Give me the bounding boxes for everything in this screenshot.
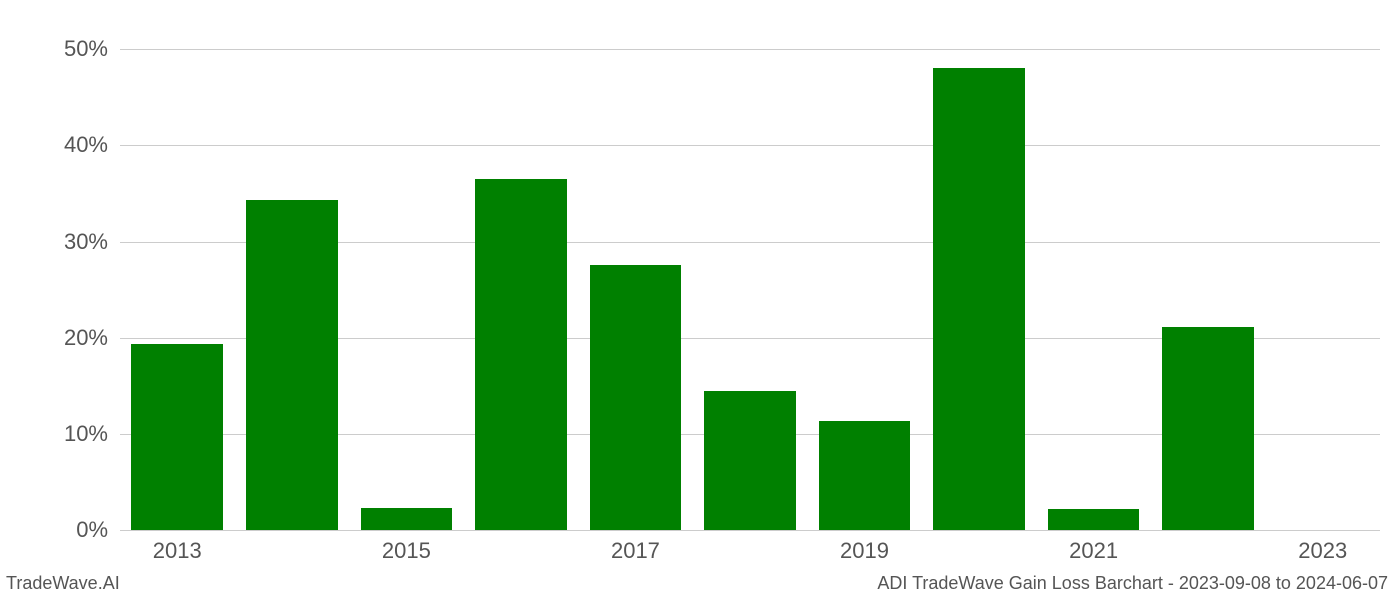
grid-line — [120, 49, 1380, 50]
bar — [704, 391, 796, 530]
y-tick-label: 40% — [0, 132, 108, 158]
y-tick-label: 30% — [0, 229, 108, 255]
bar — [246, 200, 338, 530]
x-axis-line — [120, 530, 1380, 531]
x-tick-label: 2015 — [382, 538, 431, 564]
bar — [590, 265, 682, 530]
y-tick-label: 20% — [0, 325, 108, 351]
x-tick-label: 2023 — [1298, 538, 1347, 564]
y-tick-label: 0% — [0, 517, 108, 543]
plot-area — [120, 30, 1380, 530]
bar — [1048, 509, 1140, 530]
x-tick-label: 2021 — [1069, 538, 1118, 564]
x-tick-label: 2013 — [153, 538, 202, 564]
bar — [361, 508, 453, 530]
footer-brand: TradeWave.AI — [6, 573, 120, 594]
bar — [1162, 327, 1254, 530]
bar — [933, 68, 1025, 530]
y-tick-label: 10% — [0, 421, 108, 447]
grid-line — [120, 145, 1380, 146]
x-tick-label: 2019 — [840, 538, 889, 564]
gain-loss-barchart: 0% 10% 20% 30% 40% 50% 2013 2015 2017 2019 2021 20… — [0, 0, 1400, 600]
footer-caption: ADI TradeWave Gain Loss Barchart - 2023-… — [877, 573, 1388, 594]
y-tick-label: 50% — [0, 36, 108, 62]
bar — [131, 344, 223, 530]
bar — [475, 179, 567, 530]
bar — [819, 421, 911, 530]
x-tick-label: 2017 — [611, 538, 660, 564]
